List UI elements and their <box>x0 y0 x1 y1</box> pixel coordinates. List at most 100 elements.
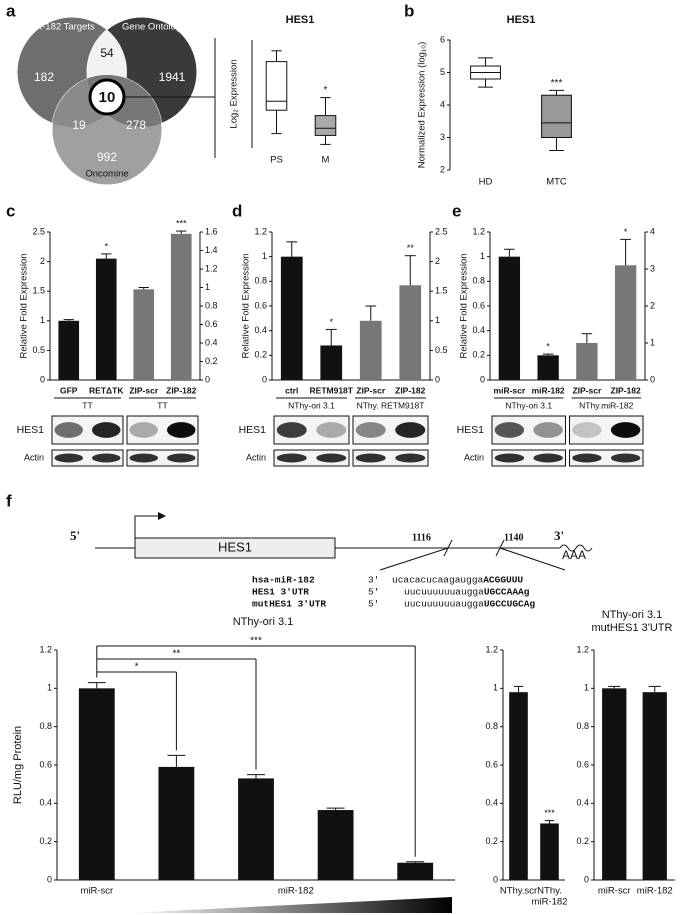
y2-tick-label: 4 <box>650 226 655 236</box>
x-tick-label: HD <box>479 177 493 188</box>
bar <box>133 289 155 380</box>
box <box>541 94 572 138</box>
dose-wedge <box>128 897 452 913</box>
bar <box>642 692 667 880</box>
bar <box>95 258 117 380</box>
y-tick-label: 1.2 <box>254 226 267 236</box>
chart-title: NThy-ori 3.1 <box>602 609 663 621</box>
x-tick-label: ZIP-scr <box>129 385 159 395</box>
venn-count: 19 <box>72 118 86 132</box>
y-tick-label: 1.2 <box>576 644 589 654</box>
y-tick-label: 1.5 <box>32 286 45 296</box>
y-axis-label: Normalized Expression (log₁₀) <box>417 42 428 168</box>
bar <box>399 285 422 380</box>
y-tick-label: 2 <box>440 164 445 174</box>
blot-band <box>533 422 563 438</box>
blot-label: HES1 <box>457 424 485 436</box>
y-tick-label: 5 <box>440 67 445 77</box>
y-tick-label: 0.8 <box>472 276 485 286</box>
y-tick-label: 0.6 <box>39 759 52 769</box>
panel-label: a <box>6 1 16 20</box>
y2-tick-label: 0.2 <box>205 356 218 366</box>
y2-tick-label: 0 <box>650 374 655 384</box>
zoom-line <box>379 547 449 571</box>
group-label: TT <box>82 400 92 410</box>
polya-tail <box>559 544 593 552</box>
significance: ** <box>173 649 181 660</box>
y-axis-label: RLU/mg Protein <box>12 726 24 804</box>
x-tick-label: ctrl <box>285 385 298 395</box>
group-label: NThy. RETM918T <box>357 400 425 410</box>
align-site: ACGGUUU <box>483 575 523 586</box>
y-tick-label: 0.8 <box>576 721 589 731</box>
blot-label: HES1 <box>17 424 45 436</box>
bar <box>280 256 303 380</box>
blot-band <box>355 422 386 438</box>
x-tick-label: miR-182 <box>637 886 673 897</box>
x-tick-label: ZIP-182 <box>166 385 197 395</box>
exon-box <box>134 537 336 559</box>
chart-title: mutHES1 3'UTR <box>592 622 673 634</box>
venn: miR-182 Targets Gene Ontology Oncomine 1… <box>16 16 216 186</box>
venn-overlap <box>52 75 127 127</box>
y-tick-label: 6 <box>440 34 445 44</box>
bar <box>58 320 80 380</box>
x-tick-label: MTC <box>546 177 567 188</box>
group-label: NThy.miR-182 <box>579 400 633 410</box>
bar <box>537 355 559 380</box>
y-axis-label: Relative Fold Expression <box>459 253 470 358</box>
blot-band <box>92 422 121 438</box>
blot-label: Actin <box>246 452 266 462</box>
box <box>265 61 288 111</box>
panel-label: f <box>6 491 12 510</box>
blot-band <box>167 453 196 463</box>
bar <box>498 256 521 380</box>
significance: * <box>624 227 628 237</box>
y-tick-label: 0 <box>493 874 498 884</box>
blot-label: Actin <box>464 452 484 462</box>
y-tick-label: 0.6 <box>485 759 498 769</box>
y-tick-label: 0 <box>584 874 589 884</box>
venn-count: 10 <box>99 89 116 106</box>
x-tick-label: RETM918T <box>310 385 354 395</box>
bar <box>614 265 637 380</box>
y-tick-label: 0.2 <box>472 350 485 360</box>
tss-arrow <box>134 515 158 538</box>
bar <box>359 320 382 380</box>
venn-count: 182 <box>34 70 54 84</box>
venn-set-label: Gene Ontology <box>122 22 186 33</box>
significance: * <box>324 85 328 96</box>
align-seq: ucacacucaagaugga <box>392 575 484 586</box>
y-axis-label: Log₂ Expression <box>229 59 240 128</box>
significance: *** <box>250 636 262 647</box>
blot-band <box>167 422 196 438</box>
x-tick-label: GFP <box>60 385 78 395</box>
y-tick-label: 1 <box>262 251 267 261</box>
y-tick-label: 0 <box>262 374 267 384</box>
x-tick-label: miR-182 <box>532 385 565 395</box>
y2-tick-label: 1.5 <box>435 286 448 296</box>
chart-title: HES1 <box>507 14 536 26</box>
panel-label: e <box>452 201 461 220</box>
y2-tick-label: 1 <box>650 337 655 347</box>
y-tick-label: 0 <box>47 874 52 884</box>
blot-band <box>54 453 83 463</box>
x-tick-label: miR-scr <box>80 886 113 897</box>
venn-count: 54 <box>100 46 114 60</box>
blot-band <box>610 453 641 463</box>
y-tick-label: 0.4 <box>254 325 267 335</box>
schematic: 5' HES1 1116 1140 3' AAA hsa-miR-182 3' uc… <box>70 512 593 610</box>
tss-arrow-head <box>158 512 166 520</box>
blot-band <box>276 422 307 438</box>
bar <box>397 862 434 880</box>
panel-label: d <box>232 201 242 220</box>
x-tick-label: ZIP-182 <box>395 385 426 395</box>
x-tick-label: ZIP-scr <box>356 385 386 395</box>
group-label: TT <box>157 400 167 410</box>
align-seq: uucuuuuuuaugga <box>404 587 484 598</box>
blot-band <box>395 422 426 438</box>
blot-band <box>572 422 602 438</box>
y2-tick-label: 2 <box>435 256 440 266</box>
blot-label: Actin <box>24 452 44 462</box>
